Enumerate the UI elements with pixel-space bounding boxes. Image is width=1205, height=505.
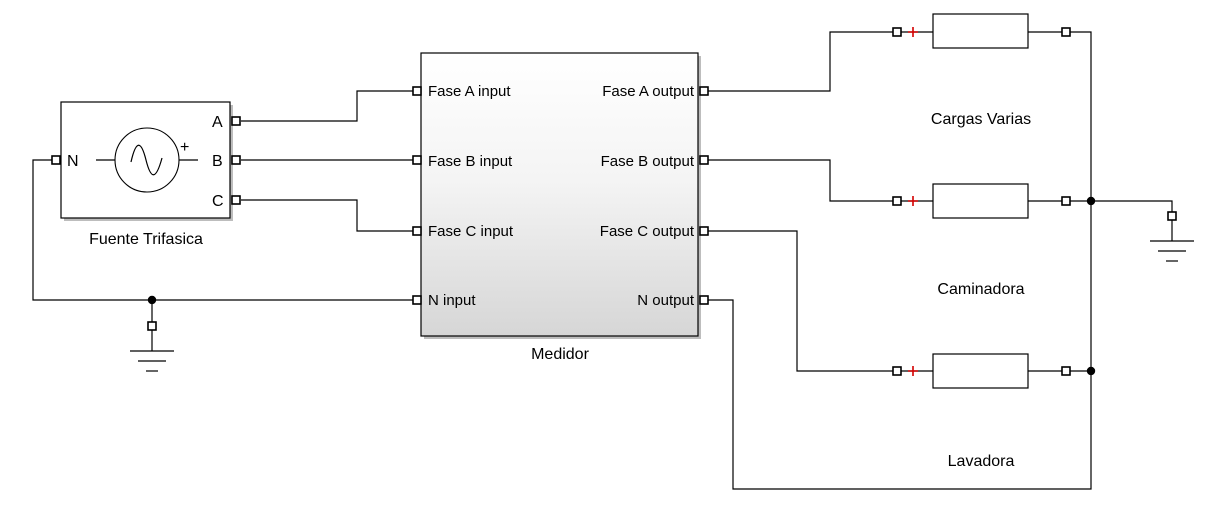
source-block[interactable]: + N A B C — [60, 101, 233, 221]
meter-input-label: Fase B input — [428, 153, 513, 170]
port-meter-b-out[interactable] — [699, 155, 709, 165]
polarity-plus-icon — [908, 196, 918, 206]
junction-dot — [1086, 196, 1096, 206]
source-title: Fuente Trifasica — [89, 231, 203, 248]
meter-ports — [412, 86, 709, 305]
meter-block[interactable]: Fase A input Fase B input Fase C input N… — [420, 52, 701, 339]
port-load-plus[interactable] — [892, 196, 902, 206]
polarity-plus-icon — [908, 366, 918, 376]
meter-input-label: Fase A input — [428, 83, 511, 100]
port-load-minus[interactable] — [1061, 196, 1071, 206]
port-meter-c-in[interactable] — [412, 226, 422, 236]
load-label: Cargas Varias — [931, 111, 1031, 128]
wire-neutral-ground-right[interactable] — [1091, 200, 1173, 213]
port-load-minus[interactable] — [1061, 27, 1071, 37]
meter-input-label: N input — [428, 292, 476, 309]
source-port-n-label: N — [67, 153, 79, 170]
port-load-plus[interactable] — [892, 366, 902, 376]
meter-input-label: Fase C input — [428, 223, 514, 240]
source-port-a-label: A — [212, 114, 223, 131]
wire-neutral-in[interactable] — [32, 159, 414, 301]
load-block[interactable] — [892, 353, 1071, 389]
meter-output-label: Fase B output — [601, 153, 695, 170]
ac-source-icon — [114, 127, 180, 193]
wires — [32, 31, 1173, 490]
port-load-minus[interactable] — [1061, 366, 1071, 376]
source-port-c-label: C — [212, 193, 224, 210]
port-meter-a-in[interactable] — [412, 86, 422, 96]
wire-phase-c-out[interactable] — [708, 230, 893, 372]
port-meter-n-out[interactable] — [699, 295, 709, 305]
wire-phase-b-out[interactable] — [708, 159, 893, 202]
junction-dot — [1086, 366, 1096, 376]
meter-title: Medidor — [531, 346, 589, 363]
port-source-a[interactable] — [231, 116, 241, 126]
meter-output-label: Fase C output — [600, 223, 695, 240]
wire-phase-a-in[interactable] — [241, 90, 414, 122]
port-meter-b-in[interactable] — [412, 155, 422, 165]
load-label: Caminadora — [937, 281, 1024, 298]
port-source-c[interactable] — [231, 195, 241, 205]
wire-phase-c-in[interactable] — [241, 199, 414, 232]
source-port-b-label: B — [212, 153, 223, 170]
port-source-n[interactable] — [51, 155, 61, 165]
port-load-plus[interactable] — [892, 27, 902, 37]
wire-phase-a-out[interactable] — [708, 31, 893, 92]
polarity-plus-icon — [908, 27, 918, 37]
port-meter-a-out[interactable] — [699, 86, 709, 96]
source-ports — [51, 116, 241, 205]
load-label: Lavadora — [948, 453, 1015, 470]
source-polarity-plus: + — [180, 139, 189, 156]
wire-neutral-out[interactable] — [708, 31, 1092, 490]
port-meter-n-in[interactable] — [412, 295, 422, 305]
meter-output-label: N output — [637, 292, 695, 309]
port-meter-c-out[interactable] — [699, 226, 709, 236]
ground-icon[interactable] — [1150, 211, 1194, 262]
load-block[interactable] — [892, 183, 1071, 219]
port-source-b[interactable] — [231, 155, 241, 165]
ground-icon[interactable] — [130, 321, 174, 372]
junction-dot — [147, 295, 157, 305]
meter-output-label: Fase A output — [602, 83, 695, 100]
load-block[interactable] — [892, 13, 1071, 49]
